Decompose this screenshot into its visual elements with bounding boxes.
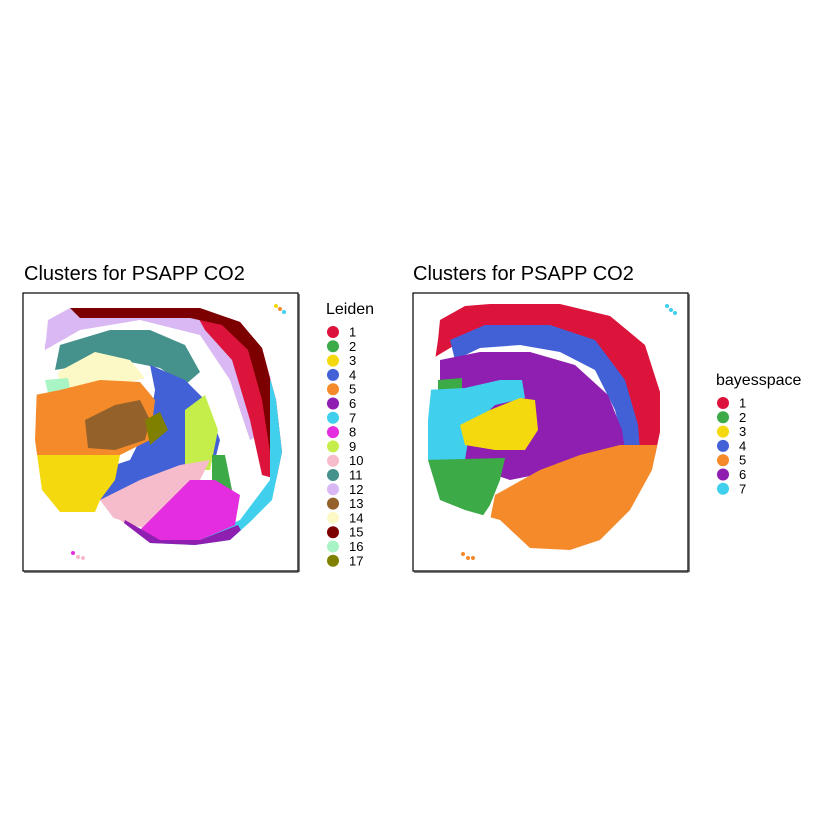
legend-key-9 <box>327 440 339 453</box>
left-region-11 <box>55 330 200 385</box>
right-outlier-spot <box>669 308 673 312</box>
legend-key-3 <box>717 425 729 438</box>
legend-label-12: 12 <box>349 482 363 497</box>
legend-label-3: 3 <box>739 424 746 439</box>
legend-key-6 <box>327 397 339 410</box>
legend-label-2: 2 <box>349 339 356 354</box>
left-outlier-spots <box>71 304 286 560</box>
legend-key-1 <box>717 397 729 409</box>
legend-key-10 <box>327 454 339 467</box>
legend-label-7: 7 <box>739 481 746 496</box>
right-region-1 <box>428 304 660 460</box>
legend-key-7 <box>327 411 339 424</box>
legend-label-1: 1 <box>349 325 356 340</box>
left-tissue <box>35 308 282 545</box>
right-outlier-spot <box>466 556 470 560</box>
legend-label-15: 15 <box>349 525 363 540</box>
legend-label-17: 17 <box>349 553 363 568</box>
right-region-4 <box>450 325 640 450</box>
legend-label-10: 10 <box>349 453 363 468</box>
legend-key-12 <box>327 483 339 496</box>
legend-label-9: 9 <box>349 439 356 454</box>
legend-label-3: 3 <box>349 353 356 368</box>
legend-key-15 <box>327 526 339 539</box>
legend-label-16: 16 <box>349 539 363 554</box>
left-region-17 <box>145 412 168 445</box>
left-outlier-spot <box>282 310 286 314</box>
legend-key-13 <box>327 497 339 510</box>
left-chart-title: Clusters for PSAPP CO2 <box>24 263 245 285</box>
legend-key-1 <box>327 326 339 338</box>
legend-label-5: 5 <box>349 382 356 397</box>
left-region-13 <box>85 400 150 450</box>
legend-key-4 <box>717 439 729 452</box>
legend-label-1: 1 <box>739 396 746 411</box>
right-outlier-spot <box>673 311 677 315</box>
legend-label-5: 5 <box>739 453 746 468</box>
legend-label-4: 4 <box>739 438 746 453</box>
legend-key-7 <box>717 482 729 495</box>
left-panel: Clusters for PSAPP CO2 <box>22 263 374 573</box>
legend-label-6: 6 <box>739 467 746 482</box>
legend-label-13: 13 <box>349 496 363 511</box>
legend-label-4: 4 <box>349 367 356 382</box>
right-outlier-spot <box>471 556 475 560</box>
legend-key-2 <box>327 340 339 353</box>
legend-label-8: 8 <box>349 425 356 440</box>
legend-key-17 <box>327 554 339 567</box>
legend-label-2: 2 <box>739 410 746 425</box>
right-tissue <box>428 304 660 550</box>
legend-key-11 <box>327 469 339 481</box>
legend-key-3 <box>327 354 339 367</box>
legend-key-4 <box>327 368 339 381</box>
right-region-3 <box>460 398 538 450</box>
legend-key-5 <box>717 454 729 467</box>
left-region-7-rim <box>150 380 282 545</box>
legend-label-11: 11 <box>349 468 363 483</box>
left-outlier-spot <box>274 304 278 308</box>
left-legend-title: Leiden <box>326 301 374 318</box>
legend-key-14 <box>327 511 339 524</box>
left-region-10 <box>100 460 210 530</box>
left-outlier-spot <box>71 551 75 555</box>
right-outlier-spot <box>665 304 669 308</box>
legend-label-6: 6 <box>349 396 356 411</box>
legend-key-5 <box>327 383 339 396</box>
legend-key-16 <box>327 540 339 553</box>
legend-label-14: 14 <box>349 510 363 525</box>
right-outlier-spot <box>461 552 465 556</box>
legend-label-7: 7 <box>349 410 356 425</box>
left-region-14 <box>58 352 145 395</box>
legend-key-2 <box>717 411 729 424</box>
left-region-9 <box>185 395 218 470</box>
left-outlier-spot <box>278 307 282 311</box>
left-outlier-spot <box>81 556 85 560</box>
legend-key-6 <box>717 468 729 481</box>
right-chart-title: Clusters for PSAPP CO2 <box>413 263 634 285</box>
legend-key-8 <box>327 426 339 439</box>
right-outlier-spots <box>461 304 677 560</box>
right-legend-title: bayesspace <box>716 372 801 389</box>
right-panel: Clusters for PSAPP CO2 bayesspace 123456… <box>412 263 801 573</box>
left-region-3 <box>35 455 120 512</box>
left-region-8 <box>140 480 240 540</box>
left-outlier-spot <box>76 555 80 559</box>
